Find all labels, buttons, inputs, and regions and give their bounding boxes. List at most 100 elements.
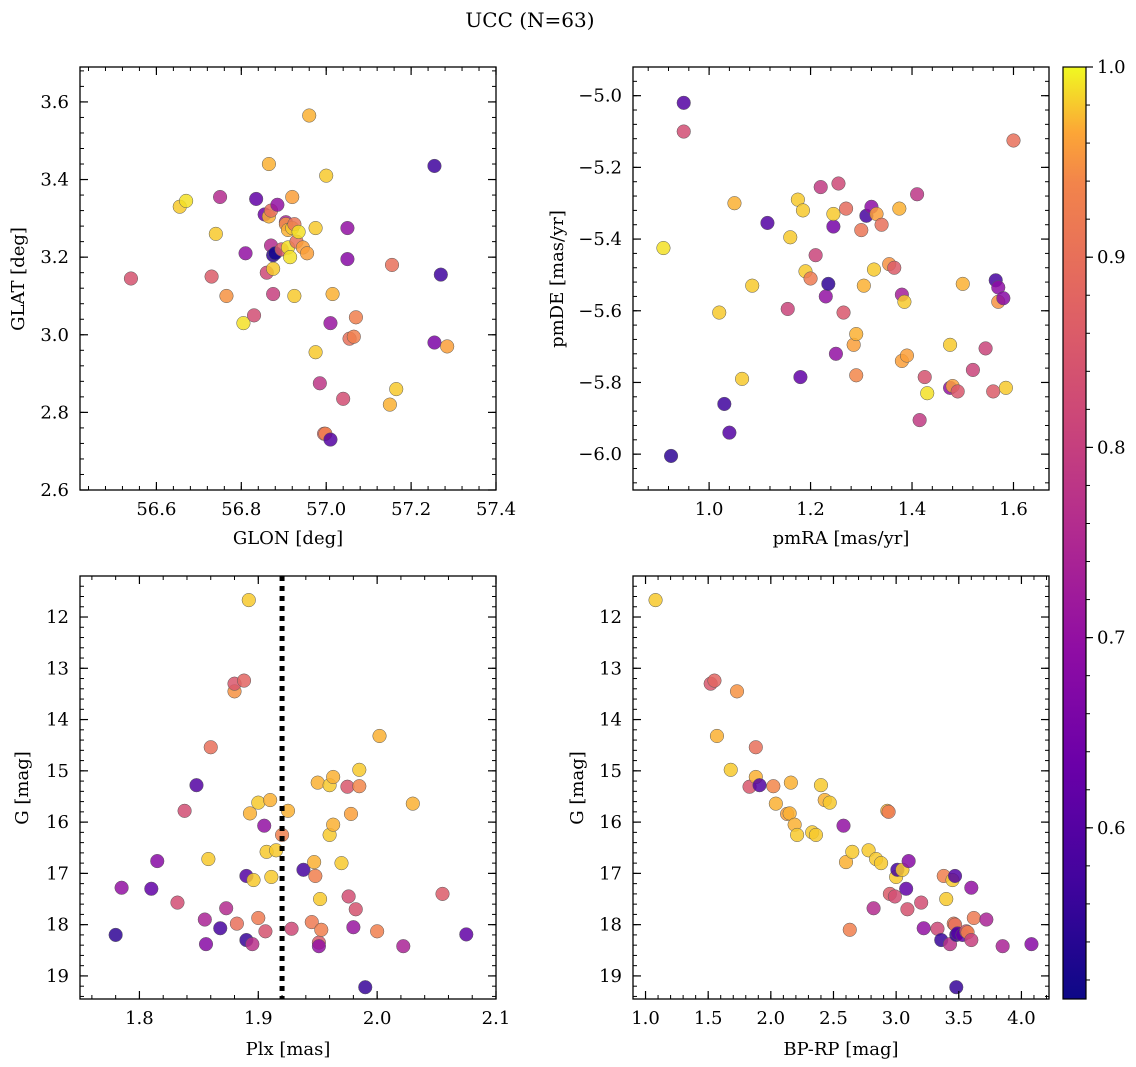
scatter-point	[249, 191, 264, 206]
plot-area	[80, 576, 496, 999]
scatter-point	[304, 915, 319, 930]
scatter-point	[795, 203, 811, 218]
scatter-point	[236, 673, 252, 688]
scatter-point	[717, 396, 732, 412]
scatter-point	[766, 779, 781, 794]
scatter-point	[828, 346, 843, 361]
scatter-point	[264, 869, 279, 885]
scatter-point	[939, 891, 954, 907]
scatter-point	[170, 895, 185, 910]
y-tick-label: 15	[599, 761, 622, 782]
scatter-point	[813, 180, 828, 195]
scatter-point	[899, 348, 915, 363]
major-ticks: 1.0 1.2 1.4 1.6 −6.0 −5.8 −5.6 −5.4 −5.2 −5.0	[578, 67, 1049, 520]
scatter-point	[996, 291, 1011, 306]
y-tick-label: −5.4	[578, 229, 622, 250]
y-tick-label: −5.6	[578, 301, 622, 322]
scatter-point	[229, 916, 244, 931]
y-tick-label: −5.0	[578, 86, 622, 107]
scatter-point	[866, 262, 882, 277]
scatter-point	[384, 257, 400, 272]
scatter-point	[949, 980, 964, 995]
y-tick-label: 12	[599, 607, 622, 628]
x-tick-label: 57.4	[476, 499, 516, 520]
scatter-point	[241, 593, 256, 608]
x-tick-label: 1.2	[796, 499, 825, 520]
scatter-point	[955, 276, 970, 291]
scatter-point	[246, 873, 261, 888]
major-ticks: 1.8 1.9 2.0 2.1 12 13 14 15 16 17 18 19	[46, 576, 510, 1029]
scatter-point	[313, 891, 328, 907]
scatter-point	[783, 775, 798, 790]
x-tick-label: 1.0	[695, 499, 724, 520]
scatter-point	[261, 156, 276, 172]
scatter-point	[396, 939, 411, 954]
colorbar-tick-label: 0.8	[1097, 437, 1126, 458]
scatter-point	[197, 912, 212, 927]
scatter-point	[808, 248, 823, 263]
colorbar-tick-label: 0.7	[1097, 628, 1126, 649]
y-tick-label: 3.4	[40, 170, 69, 191]
colorbar-frame	[1062, 66, 1087, 1000]
y-tick-label: 2.6	[40, 480, 69, 501]
scatter-point	[912, 413, 927, 428]
scatter-point	[845, 844, 860, 859]
scatter-point	[236, 316, 251, 331]
scatter-point	[323, 316, 338, 331]
scatter-point	[296, 862, 311, 877]
axes-frame	[79, 66, 497, 491]
x-tick-label: 3.5	[944, 1008, 973, 1029]
scatter-point	[881, 804, 896, 819]
y-tick-label: 16	[599, 812, 622, 833]
scatter-point	[189, 778, 204, 793]
y-tick-label: 19	[46, 966, 69, 987]
scatter-point	[727, 196, 742, 211]
scatter-point	[242, 806, 258, 821]
minor-ticks	[80, 575, 497, 999]
y-tick-label: 16	[46, 812, 69, 833]
scatter-point	[302, 108, 317, 123]
y-tick-label: 14	[46, 710, 69, 731]
scatter-point	[308, 345, 323, 360]
scatter-point	[334, 856, 349, 871]
scatter-point	[803, 271, 818, 286]
y-tick-label: 18	[46, 915, 69, 936]
x-axis-label: Plx [mas]	[246, 1039, 331, 1060]
x-tick-label: 4.0	[1007, 1008, 1036, 1029]
y-axis-label: G [mag]	[567, 751, 588, 824]
scatter-point	[314, 922, 329, 937]
x-tick-label: 3.0	[882, 1008, 911, 1029]
scatter-point	[435, 886, 450, 901]
scatter-point	[917, 370, 932, 385]
x-tick-label: 1.0	[631, 1008, 660, 1029]
scatter-point	[311, 939, 326, 954]
scatter-point	[263, 793, 278, 808]
scatter-point	[892, 201, 907, 216]
panel-1: 56.6 56.8 57.0 57.2 57.4 2.6 2.8 3.0 3.2 3.4 3.6 GL…	[8, 66, 516, 549]
scatter-point	[656, 240, 671, 256]
scatter-point	[179, 193, 194, 208]
scatter-point	[887, 889, 902, 904]
scatter-point	[114, 880, 129, 895]
scatter-point	[964, 932, 979, 948]
scatter-point	[203, 740, 218, 755]
scatter-points	[648, 593, 1039, 995]
scatter-point	[307, 855, 322, 870]
scatter-point	[245, 937, 260, 952]
scatter-point	[748, 740, 763, 755]
major-ticks: 56.6 56.8 57.0 57.2 57.4 2.6 2.8 3.0 3.2 3.4 3.6	[40, 67, 516, 520]
scatter-point	[995, 939, 1010, 954]
scatter-point	[382, 397, 397, 412]
scatter-point	[246, 308, 262, 323]
scatter-point	[257, 818, 272, 833]
axes-frame	[632, 66, 1050, 491]
scatter-point	[821, 276, 836, 291]
scatter-point	[676, 124, 691, 139]
scatter-point	[818, 289, 833, 304]
x-tick-label: 1.9	[244, 1008, 273, 1029]
x-tick-label: 57.2	[391, 499, 431, 520]
scatter-point	[707, 673, 722, 688]
scatter-point	[910, 187, 925, 202]
scatter-point	[283, 250, 298, 265]
